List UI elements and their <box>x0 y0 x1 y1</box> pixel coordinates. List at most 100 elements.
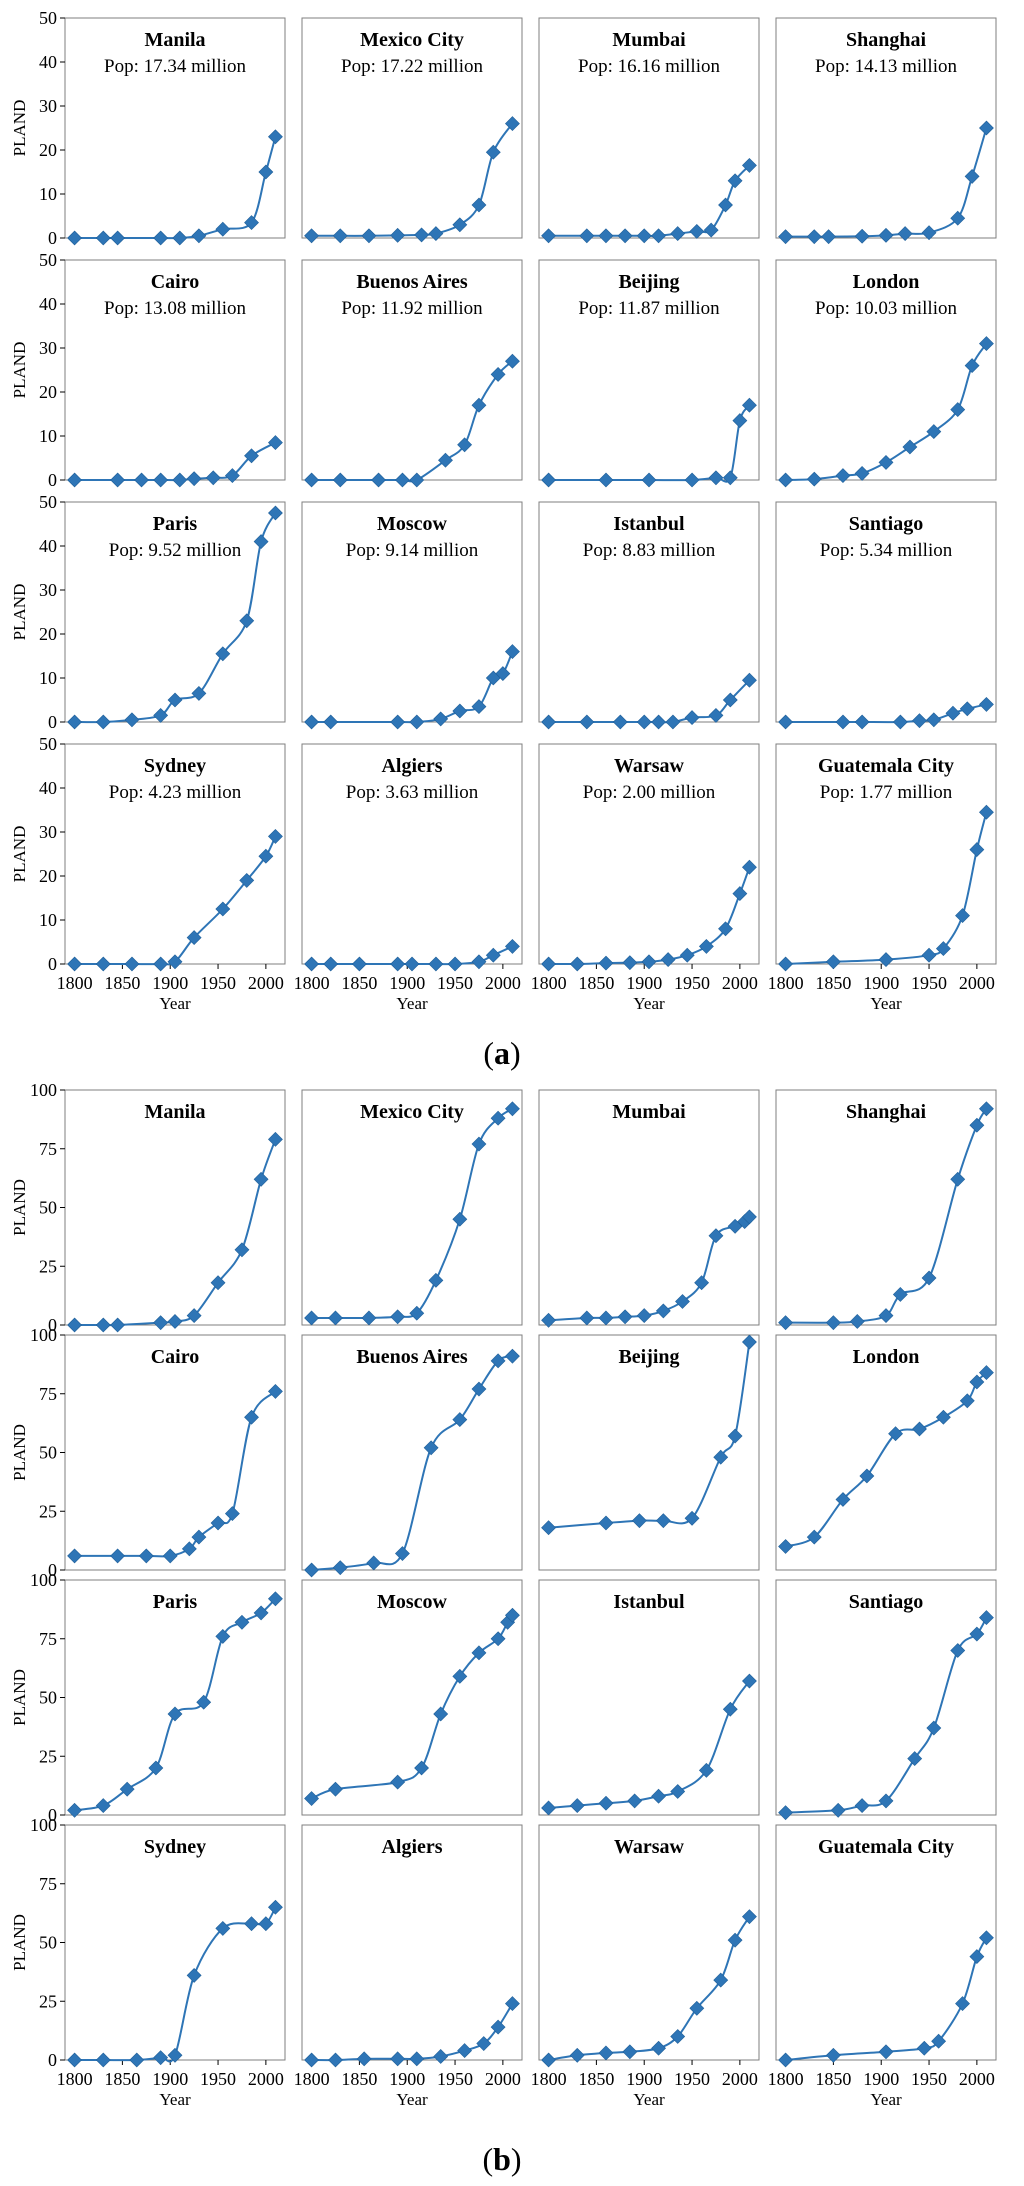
data-point <box>304 1791 319 1806</box>
plot-frame <box>538 501 760 723</box>
data-point <box>452 703 468 719</box>
data-point <box>95 2052 111 2068</box>
data-point <box>979 1930 994 1946</box>
series-line <box>74 1139 277 1327</box>
data-point <box>955 1996 970 2012</box>
y-tick-label: 50 <box>39 1443 57 1463</box>
data-point <box>490 1631 506 1647</box>
data-point <box>708 1228 724 1244</box>
data-point <box>698 938 714 954</box>
data-point <box>670 1784 686 1799</box>
x-tick-label: 1850 <box>104 973 140 993</box>
data-point <box>689 2000 705 2016</box>
data-point <box>95 956 111 972</box>
x-tick-label: 1850 <box>341 973 377 993</box>
data-point <box>835 1492 851 1507</box>
panel-title: Warsaw <box>614 755 685 777</box>
panel-title: Manila <box>144 29 205 51</box>
data-point <box>541 472 556 488</box>
data-point <box>742 1209 757 1225</box>
data-point <box>979 696 994 712</box>
panel-a-algiers: 1800 1850 1900 1950 2000 Year Algiers Pop: 3.63… <box>294 743 523 1013</box>
data-point <box>902 439 918 455</box>
y-tick-label: 20 <box>39 382 57 402</box>
series-line <box>311 1107 513 1320</box>
data-point <box>806 229 822 245</box>
data-point <box>224 1506 240 1522</box>
data-point <box>835 714 851 730</box>
data-point <box>67 2052 82 2068</box>
y-axis-label: PLAND <box>10 342 29 399</box>
panel-title: Santiago <box>849 513 923 535</box>
panel-b-mexico-city: Mexico City <box>301 1089 523 1326</box>
panel-a-istanbul: Istanbul Pop: 8.83 million <box>538 501 760 730</box>
data-point <box>742 397 757 413</box>
data-point <box>655 1303 671 1319</box>
x-tick-label: 1800 <box>57 973 93 993</box>
data-point <box>244 1409 259 1425</box>
x-tick-label: 1950 <box>437 2069 473 2089</box>
data-point <box>215 1628 231 1644</box>
data-point <box>598 2045 614 2061</box>
y-tick-label: 40 <box>39 536 57 556</box>
x-tick-label: 1950 <box>200 2069 236 2089</box>
panel-b-guatemala-city: 1800 1850 1900 1950 2000 Year Guatemala City <box>768 1824 997 2109</box>
plot-frame <box>64 1089 286 1326</box>
x-tick-label: 1850 <box>578 973 614 993</box>
data-point <box>148 1760 164 1776</box>
plot-frame <box>301 743 523 965</box>
data-point <box>641 472 657 488</box>
data-point <box>67 1317 82 1333</box>
x-tick-label: 1800 <box>294 2069 330 2089</box>
data-point <box>167 692 183 708</box>
data-point <box>598 1515 614 1531</box>
y-axis-label: PLAND <box>10 100 29 157</box>
data-point <box>452 1412 468 1428</box>
data-point <box>821 229 837 245</box>
data-point <box>110 230 126 246</box>
data-point <box>191 228 207 244</box>
data-point <box>457 437 473 453</box>
data-point <box>134 472 149 488</box>
data-point <box>234 1242 250 1258</box>
data-point <box>457 2043 473 2059</box>
y-axis-label: PLAND <box>10 1669 29 1726</box>
figure-b-label: (b) <box>482 2141 521 2177</box>
plot-frame <box>775 1334 997 1571</box>
panel-title: Sydney <box>144 755 206 777</box>
data-point <box>361 1310 377 1326</box>
series-line <box>548 1341 751 1529</box>
data-point <box>679 947 695 963</box>
panel-a-mumbai: Mumbai Pop: 16.16 million <box>538 17 760 244</box>
panel-population: Pop: 17.34 million <box>104 56 246 77</box>
data-point <box>239 613 255 629</box>
panel-population: Pop: 11.92 million <box>341 298 483 319</box>
data-point <box>215 646 231 662</box>
data-point <box>612 714 628 730</box>
y-tick-label: 25 <box>39 1501 57 1521</box>
panel-a-paris: 0 10 20 30 40 50 PLAND Paris Pop: 9.52 million <box>10 492 286 732</box>
data-point <box>153 956 169 972</box>
plot-frame <box>301 17 523 239</box>
data-point <box>806 471 822 487</box>
data-point <box>622 955 638 971</box>
data-point <box>569 956 585 972</box>
data-point <box>490 1110 506 1126</box>
x-tick-label: 1900 <box>626 973 662 993</box>
plot-frame <box>301 1579 523 1816</box>
y-tick-label: 10 <box>39 910 57 930</box>
data-point <box>390 2051 406 2067</box>
plot-frame <box>64 1579 286 1816</box>
panel-b-manila: 0 25 50 75 100 PLAND Manila <box>10 1080 286 1335</box>
data-point <box>328 2052 343 2068</box>
y-tick-label: 25 <box>39 1746 57 1766</box>
data-point <box>878 227 894 243</box>
data-point <box>129 2052 145 2068</box>
data-point <box>684 472 700 488</box>
data-point <box>485 144 501 160</box>
data-point <box>258 848 274 864</box>
series-line <box>548 866 751 966</box>
x-tick-label: 1950 <box>911 973 947 993</box>
plot-frame <box>64 1334 286 1571</box>
data-point <box>935 1409 951 1425</box>
